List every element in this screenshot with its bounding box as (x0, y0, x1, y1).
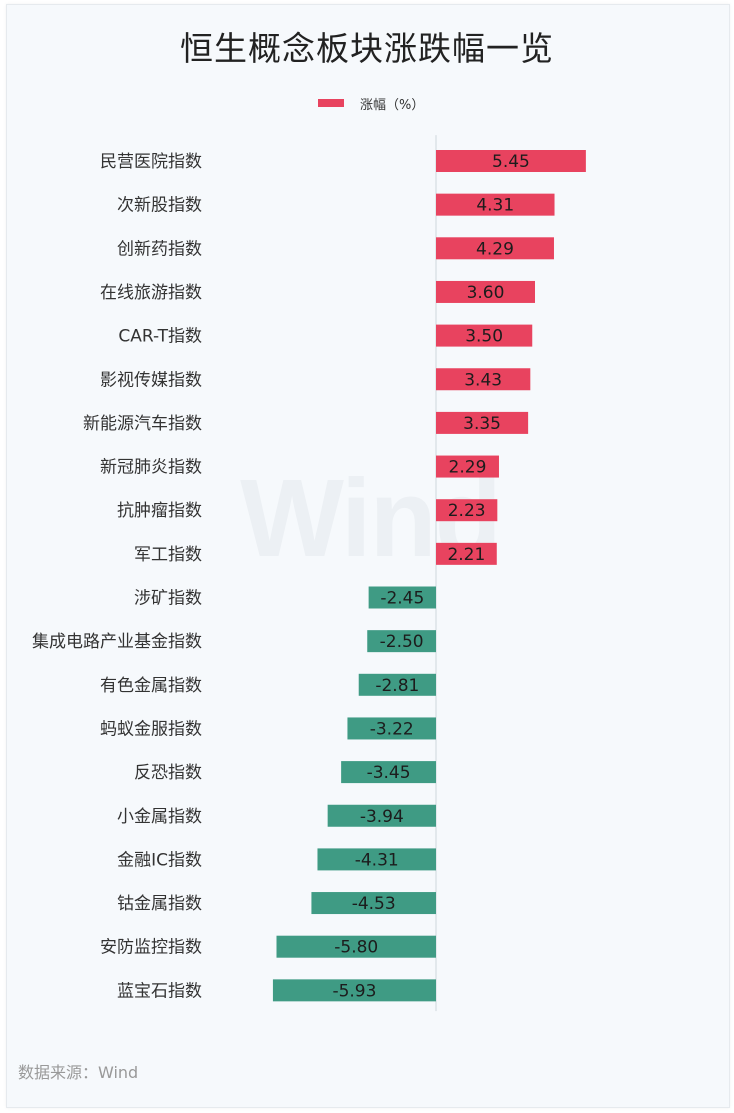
category-label: 小金属指数 (117, 807, 202, 827)
legend-label: 涨幅（%） (360, 97, 425, 113)
bar[interactable] (436, 542, 497, 565)
data-label: -2.45 (380, 589, 424, 609)
category-label: 军工指数 (134, 545, 202, 565)
data-label: -2.81 (375, 676, 419, 696)
bar[interactable] (367, 630, 436, 653)
bar[interactable] (436, 280, 535, 303)
category-label: 金融IC指数 (117, 850, 202, 870)
category-label: 影视传媒指数 (100, 370, 202, 390)
bar[interactable] (436, 150, 586, 172)
legend[interactable]: 涨幅（%） (318, 93, 424, 113)
data-label: -3.22 (370, 719, 414, 739)
category-label: 有色金属指数 (100, 676, 202, 696)
bar[interactable] (317, 848, 436, 871)
bar[interactable] (436, 411, 529, 434)
data-label: 2.29 (449, 458, 487, 478)
chart-title: 恒生概念板块涨跌幅一览 (180, 29, 554, 68)
data-label: 4.31 (476, 196, 514, 216)
bar[interactable] (436, 324, 533, 347)
bar[interactable] (436, 237, 554, 260)
category-label: 安防监控指数 (100, 938, 202, 958)
category-label: 创新药指数 (117, 239, 202, 259)
data-label: 3.35 (463, 414, 501, 434)
category-label: 民营医院指数 (100, 152, 202, 172)
bar[interactable] (327, 804, 436, 827)
category-label: 涉矿指数 (134, 589, 202, 609)
category-label: 钴金属指数 (117, 894, 202, 914)
category-label: 抗肿瘤指数 (117, 501, 202, 521)
data-label: 3.60 (467, 283, 505, 303)
bar[interactable] (276, 935, 437, 958)
bar[interactable] (436, 455, 499, 478)
bar[interactable] (272, 979, 436, 1002)
chart-card (6, 4, 730, 1108)
category-label: 蓝宝石指数 (117, 981, 202, 1001)
data-label: 2.23 (448, 501, 486, 521)
category-label: 新能源汽车指数 (83, 414, 202, 434)
bar[interactable] (311, 892, 436, 915)
data-label: -3.45 (367, 763, 411, 783)
bar[interactable] (347, 717, 436, 740)
category-label: 集成电路产业基金指数 (32, 632, 202, 652)
data-label: 4.29 (476, 239, 514, 259)
data-label: -5.93 (332, 981, 376, 1001)
category-label: CAR-T指数 (118, 327, 202, 347)
legend-swatch (318, 99, 344, 107)
data-label: -4.53 (352, 894, 396, 914)
bar[interactable] (368, 586, 436, 609)
data-source-note: 数据来源：Wind (18, 1063, 139, 1082)
data-label: -2.50 (380, 632, 424, 652)
category-label: 次新股指数 (117, 196, 202, 216)
bar[interactable] (436, 193, 555, 216)
category-label: 新冠肺炎指数 (100, 458, 202, 478)
category-label: 蚂蚁金服指数 (100, 719, 202, 739)
data-label: -3.94 (360, 807, 404, 827)
data-label: -4.31 (355, 850, 399, 870)
bar[interactable] (436, 499, 498, 522)
data-label: 2.21 (447, 545, 485, 565)
data-label: -5.80 (334, 938, 378, 958)
data-label: 5.45 (492, 152, 530, 172)
data-label: 3.50 (465, 327, 503, 347)
bar[interactable] (358, 673, 436, 696)
data-label: 3.43 (464, 370, 502, 390)
category-label: 在线旅游指数 (100, 283, 202, 303)
bar[interactable] (436, 368, 531, 391)
bar[interactable] (341, 761, 436, 784)
category-label: 反恐指数 (134, 763, 202, 783)
